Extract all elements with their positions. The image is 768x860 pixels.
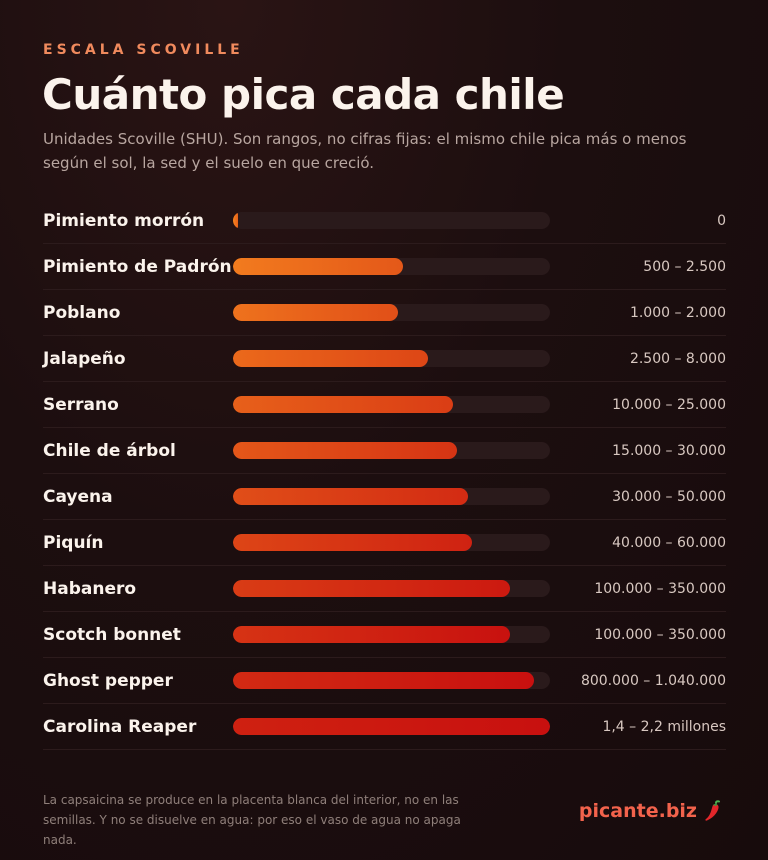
chart-row: Habanero 100.000 – 350.000 xyxy=(43,566,726,612)
chart-row: Ghost pepper 800.000 – 1.040.000 xyxy=(43,658,726,704)
chili-pepper-icon xyxy=(703,800,723,822)
bar-track xyxy=(233,626,550,643)
category-label: Habanero xyxy=(43,579,137,599)
footnote: La capsaicina se produce en la placenta … xyxy=(43,793,461,847)
bar-track xyxy=(233,442,550,459)
value-label: 40.000 – 60.000 xyxy=(612,535,726,551)
chart-row: Scotch bonnet 100.000 – 350.000 xyxy=(43,612,726,658)
category-label: Piquín xyxy=(43,533,104,553)
category-label: Pimiento de Padrón xyxy=(43,257,232,277)
bar xyxy=(233,304,398,321)
value-label: 800.000 – 1.040.000 xyxy=(580,673,726,689)
page-title: Cuánto pica cada chile xyxy=(42,70,565,119)
category-label: Scotch bonnet xyxy=(43,625,181,645)
value-label: 15.000 – 30.000 xyxy=(612,443,726,459)
value-label: 1.000 – 2.000 xyxy=(629,305,726,321)
chart-row: Pimiento morrón 0 xyxy=(43,198,726,244)
chart-row: Chile de árbol 15.000 – 30.000 xyxy=(43,428,726,474)
category-label: Poblano xyxy=(43,303,121,323)
bar xyxy=(233,626,510,643)
chart-row: Serrano 10.000 – 25.000 xyxy=(43,382,726,428)
value-label: 100.000 – 350.000 xyxy=(594,627,726,643)
category-label: Ghost pepper xyxy=(43,671,173,691)
bar xyxy=(233,258,403,275)
category-label: Jalapeño xyxy=(43,349,126,369)
bar-chart: Pimiento morrón 0 Pimiento de Padrón 500 – … xyxy=(43,198,726,750)
bar xyxy=(233,396,453,413)
bar-track xyxy=(233,304,550,321)
category-label: Chile de árbol xyxy=(43,441,176,461)
bar-track xyxy=(233,350,550,367)
bar xyxy=(233,580,510,597)
value-label: 0 xyxy=(717,213,726,229)
value-label: 500 – 2.500 xyxy=(643,259,726,275)
brand[interactable]: picante.biz xyxy=(579,800,723,822)
chart-row: Carolina Reaper 1,4 – 2,2 millones xyxy=(43,704,726,750)
bar-track xyxy=(233,718,550,735)
value-label: 1,4 – 2,2 millones xyxy=(602,719,726,735)
value-label: 2.500 – 8.000 xyxy=(629,351,726,367)
bar xyxy=(233,534,472,551)
chart-row: Pimiento de Padrón 500 – 2.500 xyxy=(43,244,726,290)
bar-track xyxy=(233,580,550,597)
bar-track xyxy=(233,212,550,229)
bar-track xyxy=(233,672,550,689)
kicker: ESCALA SCOVILLE xyxy=(43,42,244,58)
chart-row: Jalapeño 2.500 – 8.000 xyxy=(43,336,726,382)
chart-row: Cayena 30.000 – 50.000 xyxy=(43,474,726,520)
category-label: Carolina Reaper xyxy=(43,717,197,737)
bar xyxy=(233,718,550,735)
bar xyxy=(233,672,534,689)
value-label: 30.000 – 50.000 xyxy=(612,489,726,505)
category-label: Serrano xyxy=(43,395,119,415)
bar-track xyxy=(233,534,550,551)
bar-track xyxy=(233,488,550,505)
bar-track xyxy=(233,396,550,413)
value-label: 100.000 – 350.000 xyxy=(594,581,726,597)
value-label: 10.000 – 25.000 xyxy=(612,397,726,413)
chart-row: Poblano 1.000 – 2.000 xyxy=(43,290,726,336)
bar-track xyxy=(233,258,550,275)
brand-name: picante.biz xyxy=(578,800,697,822)
bar xyxy=(233,350,428,367)
subtitle: Unidades Scoville (SHU). Son rangos, no … xyxy=(43,130,687,172)
bar xyxy=(233,212,238,229)
category-label: Pimiento morrón xyxy=(43,211,205,231)
bar xyxy=(233,442,457,459)
chart-row: Piquín 40.000 – 60.000 xyxy=(43,520,726,566)
bar xyxy=(233,488,468,505)
category-label: Cayena xyxy=(43,487,113,507)
